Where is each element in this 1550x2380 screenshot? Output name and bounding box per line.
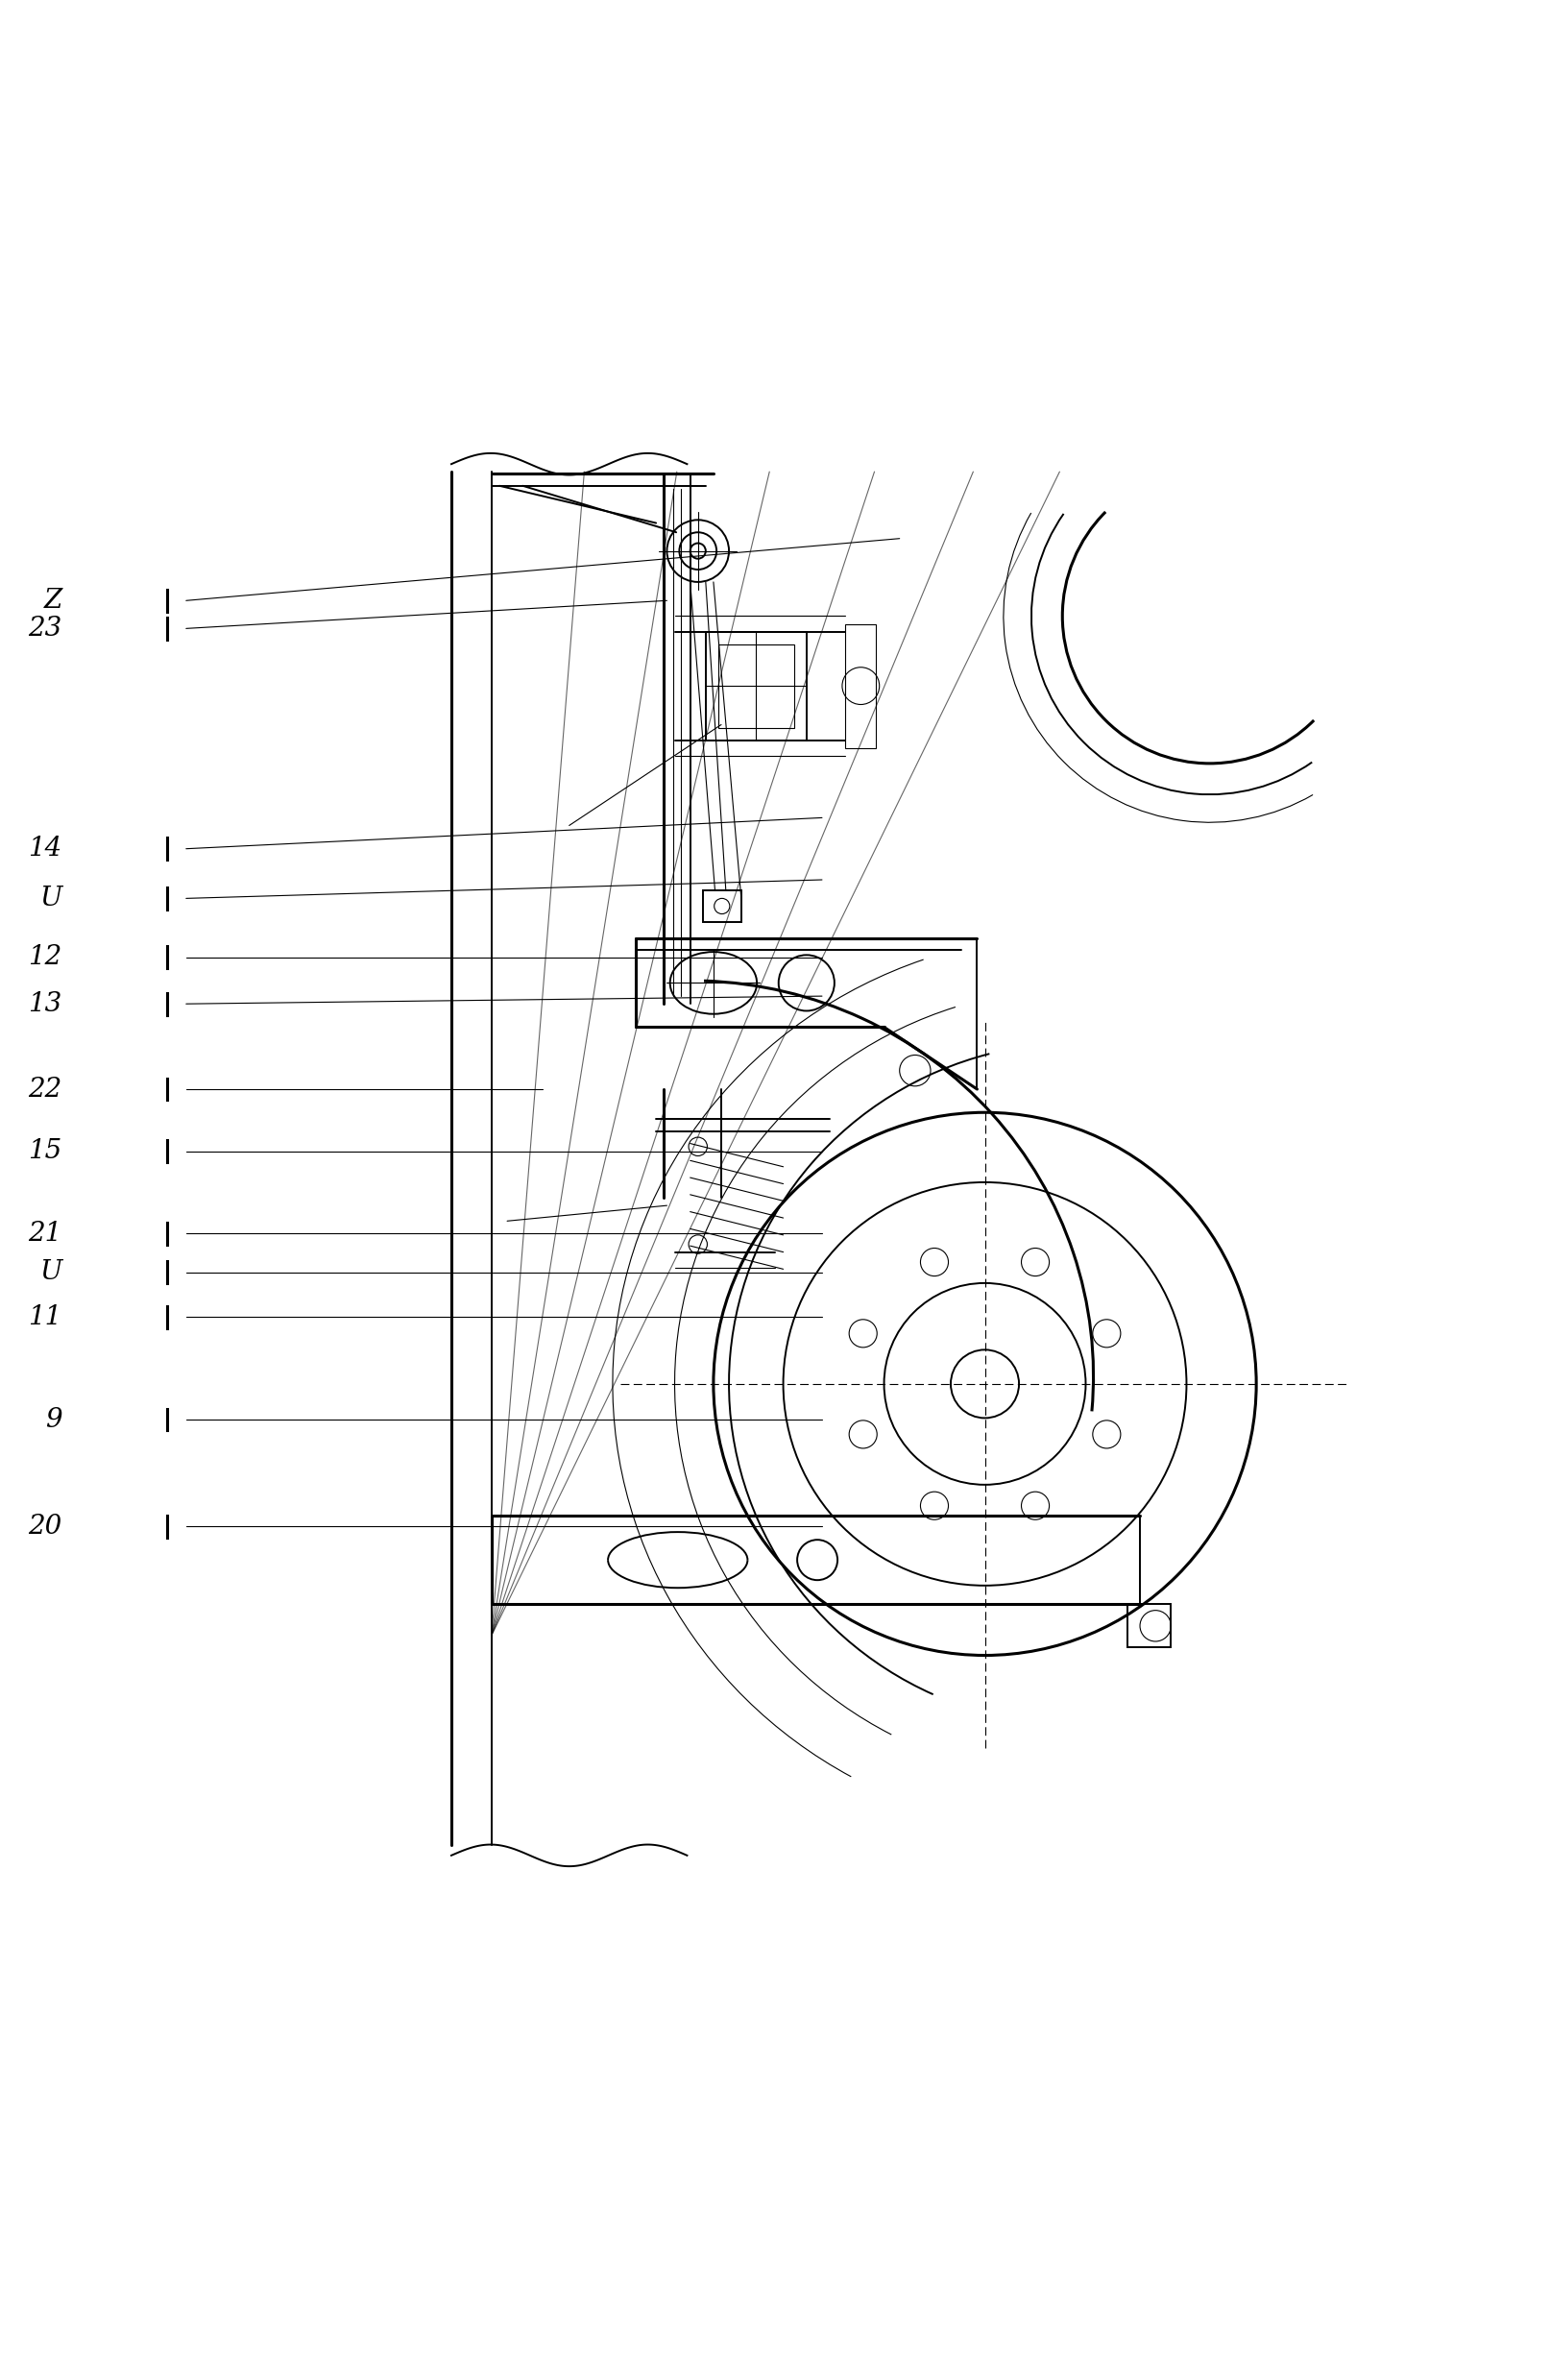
Bar (718, 645, 794, 728)
Text: 20: 20 (28, 1514, 62, 1540)
Text: 11: 11 (28, 1304, 62, 1330)
Text: 14: 14 (28, 835, 62, 862)
Text: 15: 15 (28, 1138, 62, 1164)
Text: 12: 12 (28, 945, 62, 971)
Text: Z: Z (43, 588, 62, 614)
Text: U: U (40, 885, 62, 912)
Text: 21: 21 (28, 1221, 62, 1247)
Text: 9: 9 (45, 1407, 62, 1433)
Text: U: U (40, 1259, 62, 1285)
Bar (702, 890, 741, 921)
Bar (845, 624, 876, 747)
Text: 23: 23 (28, 616, 62, 643)
Text: 13: 13 (28, 990, 62, 1016)
Text: 22: 22 (28, 1076, 62, 1102)
Bar (1127, 1604, 1170, 1647)
Bar (705, 631, 806, 740)
